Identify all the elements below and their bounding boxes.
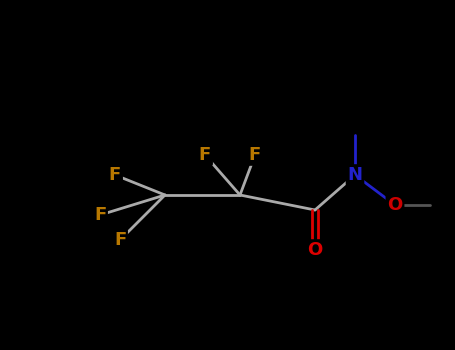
Text: F: F (109, 166, 121, 184)
Text: F: F (249, 146, 261, 164)
Text: F: F (114, 231, 126, 249)
Text: O: O (387, 196, 403, 214)
Text: O: O (308, 241, 323, 259)
Text: F: F (94, 206, 106, 224)
Text: F: F (199, 146, 211, 164)
Text: N: N (348, 166, 363, 184)
